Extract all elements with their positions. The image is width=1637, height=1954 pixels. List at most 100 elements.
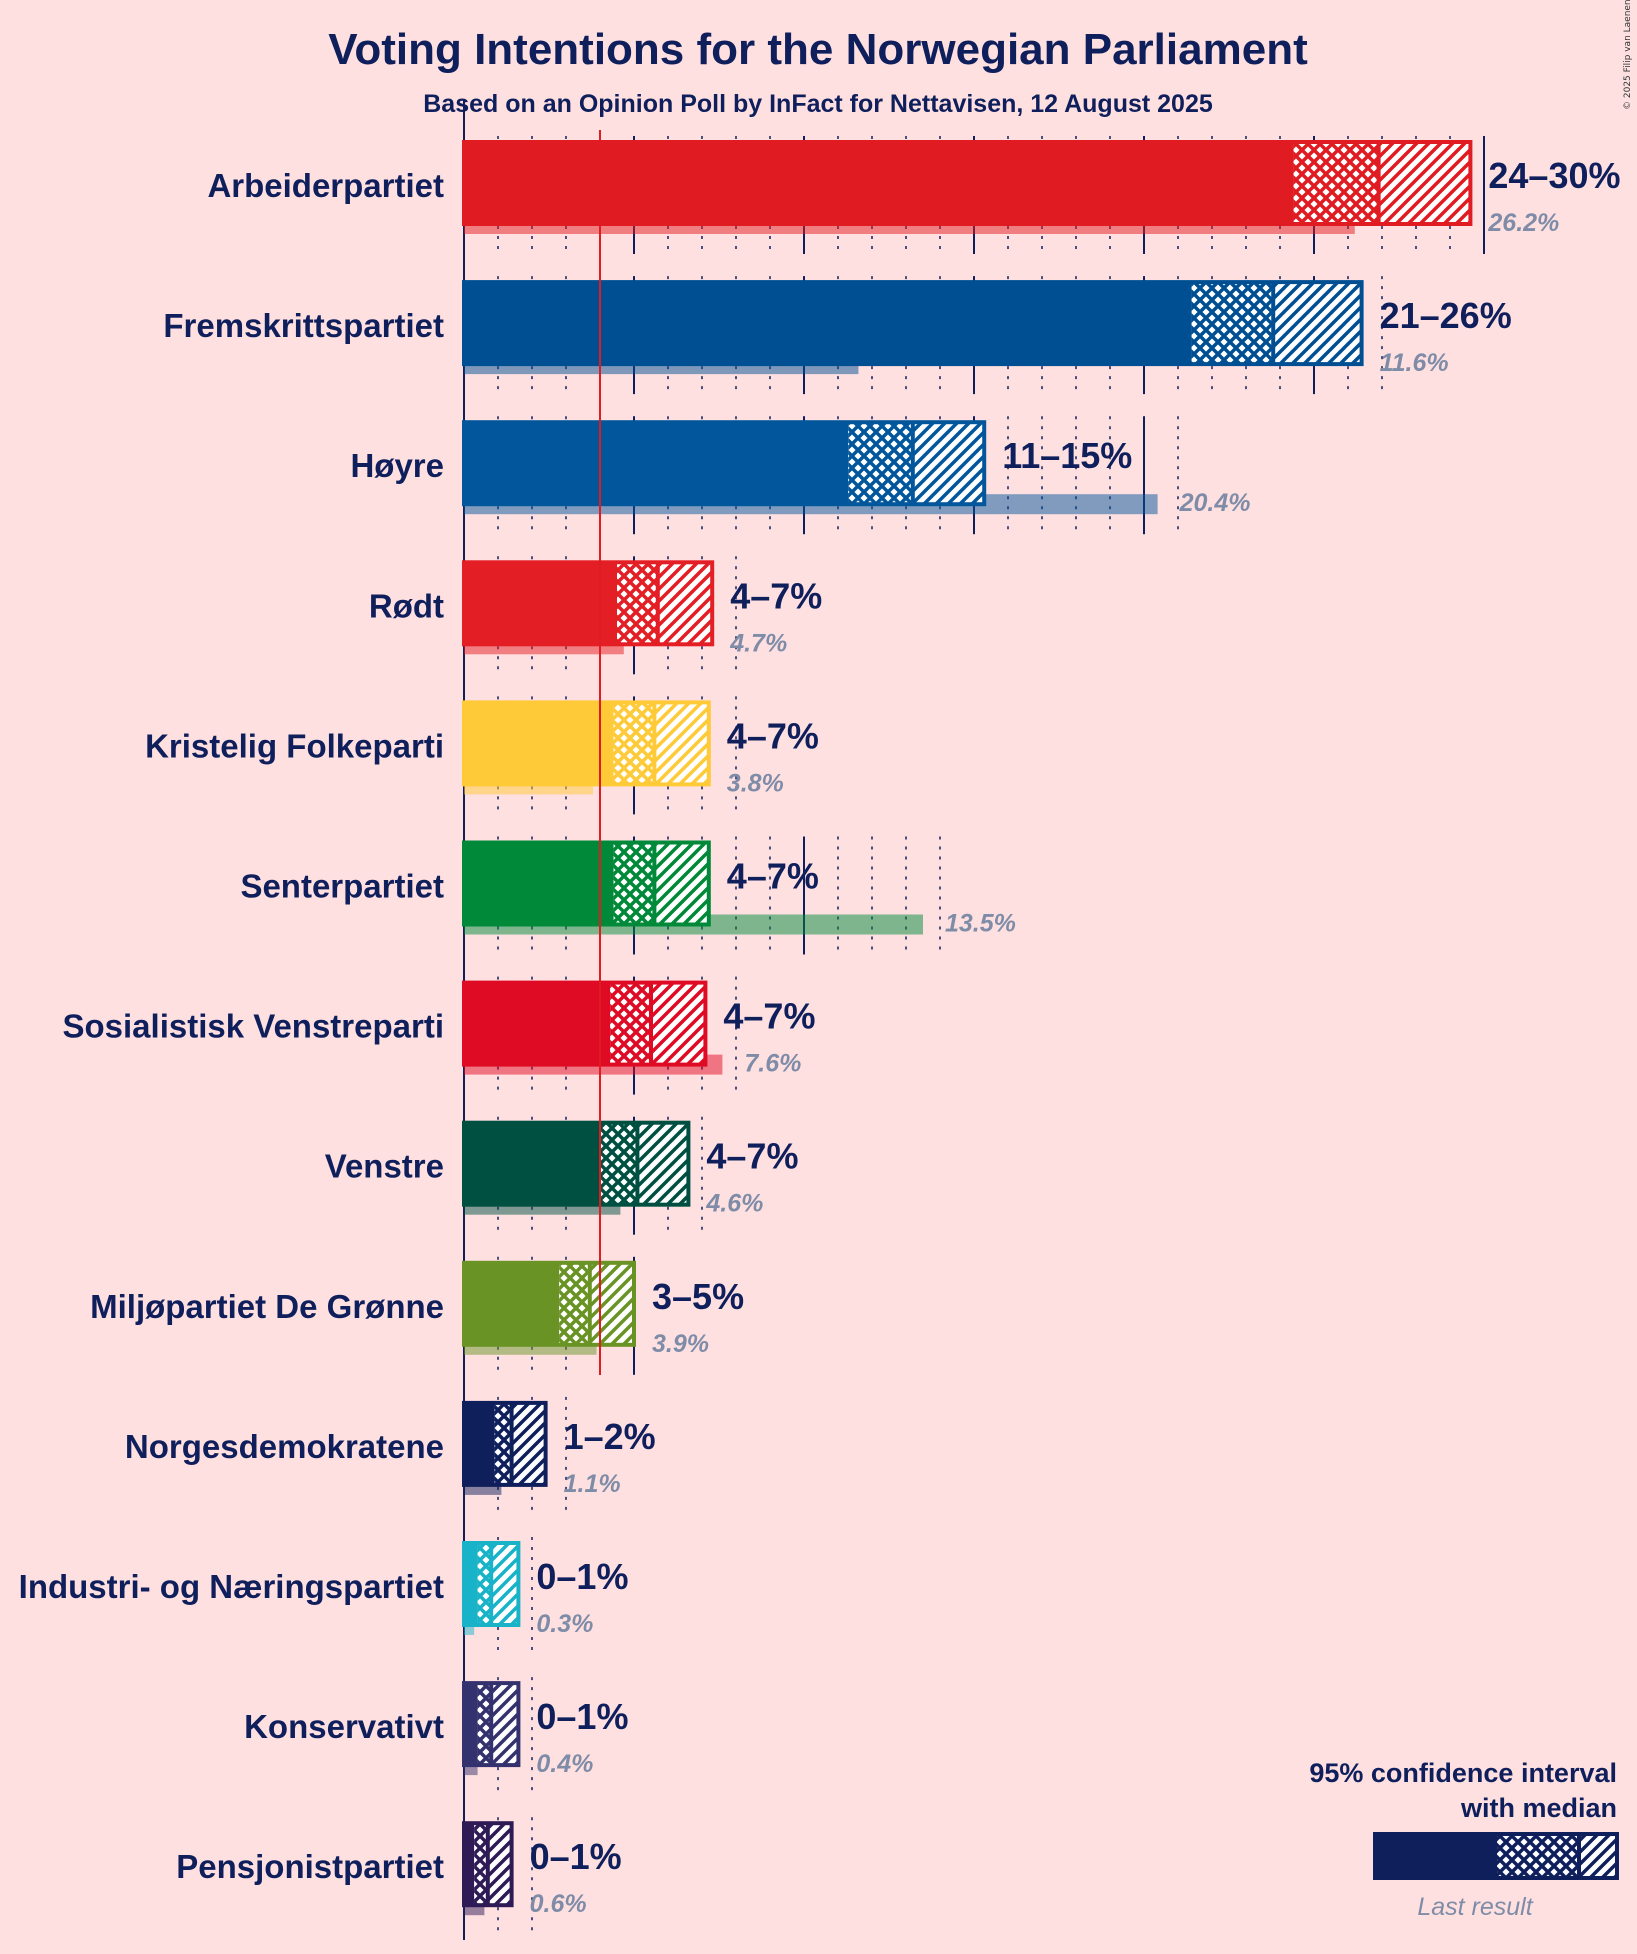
ci-outline — [462, 980, 708, 1067]
ci-crosshatch-bar — [1191, 282, 1274, 365]
last-result-label: 13.5% — [945, 910, 1016, 938]
legend-ci-outline — [1373, 1832, 1619, 1880]
ci-outline — [462, 420, 987, 507]
range-label: 11–15% — [1002, 435, 1132, 476]
range-label: 4–7% — [723, 996, 815, 1037]
range-label: 24–30% — [1488, 155, 1620, 196]
ci-crosshatch-bar — [559, 1262, 590, 1345]
legend-title-line2: with median — [1460, 1793, 1617, 1823]
ci-outline — [462, 1120, 691, 1207]
party-row-0: Arbeiderpartiet 24–30% 26.2% — [207, 140, 1621, 237]
party-row-6: Sosialistisk Venstreparti 4–7% 7.6% — [62, 980, 815, 1078]
range-label: 1–2% — [564, 1416, 656, 1457]
ci-solid-bar — [464, 702, 614, 785]
legend-ci-crosshatch — [1497, 1834, 1579, 1878]
party-row-9: Norgesdemokratene 1–2% 1.1% — [125, 1400, 656, 1498]
last-result-label: 0.3% — [536, 1610, 593, 1638]
party-label: Fremskrittspartiet — [163, 307, 444, 344]
ci-hatch-bar — [1273, 282, 1362, 365]
party-label: Konservativt — [244, 1708, 444, 1745]
party-row-8: Miljøpartiet De Grønne 3–5% 3.9% — [90, 1260, 744, 1358]
ci-hatch-bar — [589, 1262, 634, 1345]
party-label: Miljøpartiet De Grønne — [90, 1288, 444, 1325]
range-label: 4–7% — [730, 575, 822, 616]
party-row-12: Pensjonistpartiet 0–1% 0.6% — [176, 1821, 622, 1918]
ci-outline — [462, 700, 711, 787]
ci-crosshatch-bar — [613, 842, 655, 925]
ci-solid-bar — [464, 842, 614, 925]
party-row-10: Industri- og Næringspartiet 0–1% 0.3% — [19, 1541, 628, 1638]
ci-solid-bar — [464, 1262, 560, 1345]
ci-outline — [462, 560, 715, 647]
range-label: 4–7% — [706, 1136, 798, 1177]
ci-crosshatch-bar — [848, 422, 913, 505]
party-label: Kristelig Folkeparti — [145, 727, 444, 764]
range-label: 4–7% — [727, 715, 819, 756]
party-label: Pensjonistpartiet — [176, 1848, 444, 1885]
copyright-notice: © 2025 Filip van Laenen — [1623, 0, 1633, 110]
bars-layer: Arbeiderpartiet 24–30% 26.2% Fremskrittspar… — [19, 140, 1621, 1918]
party-row-7: Venstre 4–7% 4.6% — [325, 1120, 798, 1218]
range-label: 0–1% — [536, 1696, 628, 1737]
chart-subtitle: Based on an Opinion Poll by InFact for N… — [423, 90, 1213, 118]
ci-hatch-bar — [654, 842, 709, 925]
ci-hatch-bar — [637, 1122, 689, 1205]
ci-crosshatch-bar — [613, 702, 655, 785]
party-row-1: Fremskrittspartiet 21–26% 11.6% — [163, 280, 1512, 377]
ci-solid-bar — [464, 1543, 478, 1625]
party-label: Industri- og Næringspartiet — [19, 1568, 444, 1605]
last-result-label: 4.6% — [705, 1190, 763, 1218]
ci-hatch-bar — [1378, 142, 1471, 224]
party-row-4: Kristelig Folkeparti 4–7% 3.8% — [145, 700, 819, 797]
party-label: Senterpartiet — [240, 868, 444, 905]
last-result-label: 4.7% — [729, 629, 787, 657]
ci-solid-bar — [464, 562, 617, 645]
party-label: Arbeiderpartiet — [207, 167, 444, 204]
party-label: Norgesdemokratene — [125, 1428, 444, 1465]
ci-solid-bar — [464, 282, 1192, 365]
range-label: 0–1% — [530, 1836, 622, 1877]
last-result-label: 7.6% — [744, 1050, 801, 1078]
ci-hatch-bar — [912, 422, 985, 505]
range-label: 0–1% — [536, 1556, 628, 1597]
ci-crosshatch-bar — [494, 1402, 512, 1485]
ci-outline — [462, 840, 711, 927]
ci-hatch-bar — [654, 702, 709, 785]
ci-hatch-bar — [511, 1402, 546, 1485]
ci-crosshatch-bar — [477, 1543, 492, 1625]
ci-crosshatch-bar — [617, 562, 658, 645]
range-label: 3–5% — [652, 1276, 744, 1317]
legend-ci-solid — [1375, 1834, 1497, 1878]
legend-last-result-label: Last result — [1417, 1893, 1533, 1921]
ci-hatch-bar — [491, 1543, 519, 1625]
party-row-5: Senterpartiet 4–7% 13.5% — [240, 840, 1016, 938]
range-label: 21–26% — [1380, 295, 1512, 336]
ci-outline — [462, 140, 1473, 226]
party-label: Rødt — [369, 587, 444, 624]
last-result-label: 0.6% — [530, 1890, 587, 1918]
legend-ci-hatch — [1579, 1834, 1617, 1878]
party-label: Høyre — [350, 447, 444, 484]
last-result-label: 11.6% — [1380, 349, 1449, 377]
party-row-2: Høyre 11–15% 20.4% — [350, 420, 1251, 517]
party-row-3: Rødt 4–7% 4.7% — [369, 560, 822, 657]
ci-hatch-bar — [651, 982, 706, 1065]
chart-title: Voting Intentions for the Norwegian Parl… — [328, 25, 1308, 74]
ci-solid-bar — [464, 1823, 475, 1906]
last-result-label: 26.2% — [1487, 209, 1559, 237]
range-label: 4–7% — [727, 856, 819, 897]
ci-outline — [462, 280, 1364, 367]
last-result-label: 3.9% — [652, 1330, 709, 1358]
ci-hatch-bar — [657, 562, 713, 645]
ci-crosshatch-bar — [474, 1823, 488, 1906]
legend: 95% confidence interval with median Last… — [1309, 1758, 1619, 1921]
ci-solid-bar — [464, 142, 1294, 224]
last-result-label: 20.4% — [1179, 489, 1251, 517]
last-result-label: 1.1% — [564, 1470, 621, 1498]
party-label: Venstre — [325, 1148, 444, 1185]
legend-title-line1: 95% confidence interval — [1309, 1758, 1617, 1788]
ci-solid-bar — [464, 1683, 478, 1766]
ci-hatch-bar — [491, 1683, 519, 1766]
ci-solid-bar — [464, 1402, 495, 1485]
